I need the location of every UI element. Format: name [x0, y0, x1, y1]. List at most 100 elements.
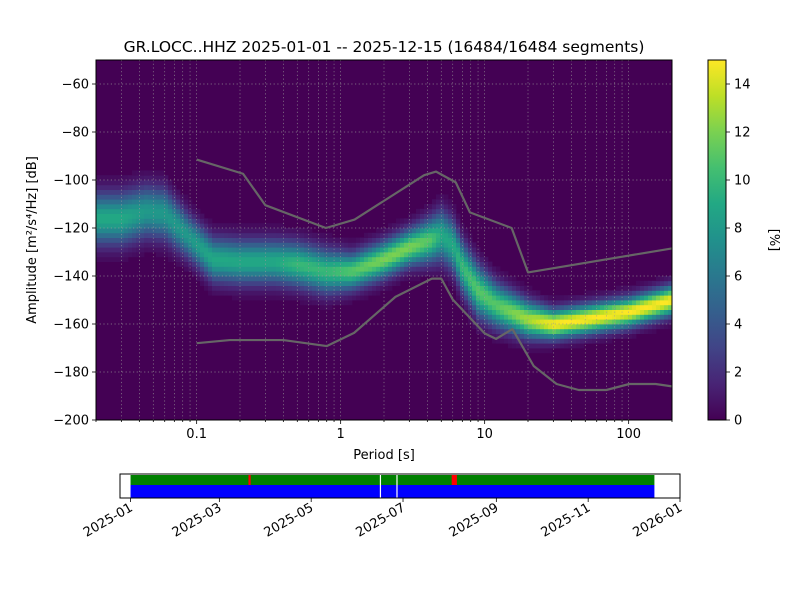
heatmap-cell: [644, 328, 649, 334]
heatmap-cell: [496, 338, 501, 344]
heatmap-cell: [360, 256, 365, 262]
heatmap-cell: [436, 256, 441, 262]
heatmap-cell: [468, 266, 473, 272]
heatmap-cell: [552, 314, 557, 320]
heatmap-cell: [112, 218, 117, 224]
heatmap-cell: [612, 295, 617, 301]
heatmap-cell: [376, 271, 381, 277]
heatmap-cell: [460, 256, 465, 262]
heatmap-cell: [268, 295, 273, 301]
heatmap-cell: [652, 300, 657, 306]
heatmap-cell: [372, 276, 377, 282]
heatmap-cell: [544, 333, 549, 339]
heatmap-cell: [472, 242, 477, 248]
heatmap-cell: [608, 328, 613, 334]
heatmap-cell: [196, 213, 201, 219]
heatmap-cell: [220, 266, 225, 272]
heatmap-cell: [448, 247, 453, 253]
heatmap-cell: [260, 266, 265, 272]
heatmap-cell: [384, 237, 389, 243]
heatmap-cell: [160, 247, 165, 253]
heatmap-cell: [308, 276, 313, 282]
y-tick-label: −140: [53, 270, 89, 285]
heatmap-cell: [360, 261, 365, 267]
heatmap-cell: [608, 324, 613, 330]
heatmap-cell: [456, 228, 461, 234]
heatmap-cell: [440, 208, 445, 214]
heatmap-cell: [200, 256, 205, 262]
heatmap-cell: [364, 280, 369, 286]
heatmap-cell: [124, 223, 129, 229]
heatmap-cell: [264, 276, 269, 282]
heatmap-cell: [400, 247, 405, 253]
heatmap-cell: [448, 252, 453, 258]
heatmap-cell: [632, 314, 637, 320]
heatmap-cell: [548, 333, 553, 339]
heatmap-cell: [592, 328, 597, 334]
heatmap-cell: [380, 276, 385, 282]
heatmap-cell: [288, 295, 293, 301]
heatmap-cell: [228, 276, 233, 282]
heatmap-cell: [168, 247, 173, 253]
heatmap-cell: [140, 228, 145, 234]
heatmap-cell: [484, 304, 489, 310]
heatmap-cell: [128, 213, 133, 219]
heatmap-cell: [500, 271, 505, 277]
heatmap-cell: [180, 232, 185, 238]
heatmap-cell: [120, 175, 125, 181]
heatmap-cell: [232, 232, 237, 238]
heatmap-cell: [372, 280, 377, 286]
heatmap-cell: [296, 228, 301, 234]
heatmap-cell: [652, 295, 657, 301]
heatmap-cell: [452, 280, 457, 286]
heatmap-cell: [664, 319, 669, 325]
heatmap-cell: [248, 232, 253, 238]
heatmap-cell: [368, 232, 373, 238]
heatmap-cell: [400, 256, 405, 262]
heatmap-cell: [424, 256, 429, 262]
heatmap-cell: [536, 309, 541, 315]
heatmap-cell: [312, 285, 317, 291]
heatmap-cell: [164, 213, 169, 219]
heatmap-cell: [536, 328, 541, 334]
heatmap-cell: [616, 319, 621, 325]
heatmap-cell: [240, 280, 245, 286]
heatmap-cell: [304, 280, 309, 286]
heatmap-cell: [252, 247, 257, 253]
heatmap-cell: [608, 300, 613, 306]
heatmap-cell: [396, 218, 401, 224]
heatmap-cell: [300, 261, 305, 267]
heatmap-cell: [248, 247, 253, 253]
heatmap-cell: [612, 304, 617, 310]
heatmap-cell: [260, 237, 265, 243]
heatmap-cell: [444, 204, 449, 210]
heatmap-cell: [268, 266, 273, 272]
heatmap-cell: [668, 309, 672, 315]
heatmap-cell: [104, 204, 109, 210]
heatmap-cell: [316, 256, 321, 262]
heatmap-cell: [304, 232, 309, 238]
heatmap-cell: [648, 314, 653, 320]
heatmap-cell: [492, 314, 497, 320]
heatmap-cell: [508, 324, 513, 330]
heatmap-cell: [176, 256, 181, 262]
heatmap-cell: [132, 228, 137, 234]
heatmap-cell: [140, 223, 145, 229]
heatmap-cell: [668, 295, 672, 301]
heatmap-cell: [416, 266, 421, 272]
heatmap-cell: [260, 295, 265, 301]
heatmap-cell: [528, 285, 533, 291]
heatmap-cell: [456, 295, 461, 301]
heatmap-cell: [120, 218, 125, 224]
heatmap-cell: [480, 280, 485, 286]
heatmap-cell: [96, 223, 101, 229]
heatmap-cell: [224, 280, 229, 286]
heatmap-cell: [504, 338, 509, 344]
heatmap-cell: [312, 300, 317, 306]
heatmap-cell: [416, 232, 421, 238]
heatmap-cell: [308, 300, 313, 306]
heatmap-cell: [276, 237, 281, 243]
heatmap-cell: [280, 232, 285, 238]
heatmap-cell: [520, 280, 525, 286]
colorbar-tick-label: 12: [734, 126, 751, 141]
